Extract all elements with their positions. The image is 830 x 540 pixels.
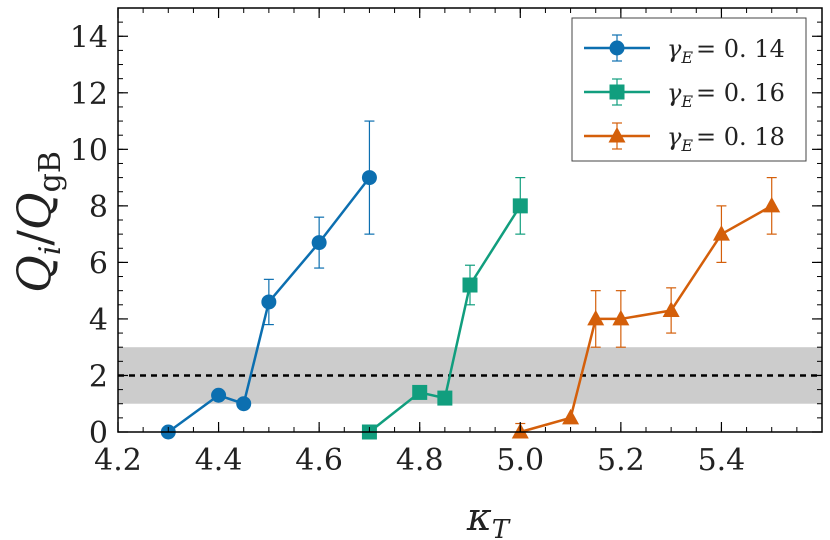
data-point: [211, 387, 227, 403]
series-2: [511, 177, 781, 439]
data-point: [437, 390, 453, 406]
y-tick-label: 6: [89, 246, 108, 281]
y-tick-label: 4: [89, 303, 108, 338]
legend-entry-2: γE = 0. 18: [584, 122, 785, 155]
y-axis-title-text: Qi/QgB: [7, 151, 68, 293]
legend-label: γE = 0. 18: [667, 123, 785, 155]
legend-entry-1: γE = 0. 16: [584, 78, 785, 111]
data-point: [763, 196, 781, 213]
y-tick-label: 14: [70, 20, 108, 55]
x-tick-label: 5.4: [698, 443, 746, 478]
series-layer: [160, 120, 781, 440]
data-point: [236, 396, 252, 412]
y-tick-label: 8: [89, 190, 108, 225]
data-point: [462, 277, 478, 293]
data-point: [412, 384, 428, 400]
legend-marker: [608, 127, 626, 143]
y-tick-label: 12: [70, 77, 108, 112]
legend-label-gamma: γ: [667, 123, 682, 151]
x-tick-label: 4.8: [396, 443, 444, 478]
x-tick-label: 4.4: [195, 443, 243, 478]
x-axis-title-main: κ: [466, 495, 492, 539]
series-0: [160, 120, 377, 440]
legend-marker: [609, 84, 625, 100]
y-axis-title-slash: /: [7, 230, 61, 246]
x-tick-label: 4.6: [295, 443, 343, 478]
legend-label-gamma: γ: [667, 35, 682, 63]
series-1: [361, 177, 528, 440]
legend-label-value: = 0. 14: [696, 35, 785, 63]
data-point: [261, 294, 277, 310]
legend-label: γE = 0. 16: [667, 79, 785, 111]
legend-label-gamma: γ: [667, 79, 682, 107]
data-point: [562, 408, 580, 425]
legend-label-value: = 0. 18: [696, 123, 785, 151]
y-tick-label: 2: [89, 359, 108, 394]
data-point: [587, 309, 605, 326]
data-point: [612, 309, 630, 326]
y-axis-title-q: Q: [7, 255, 61, 293]
tick-layer: 4.2 4.4 4.6 4.8 5.0 5.2 5.4 0 2 4 6 8 10 12 14: [70, 7, 823, 478]
y-tick-label: 10: [70, 133, 108, 168]
data-point: [311, 235, 327, 251]
legend-label-value: = 0. 16: [696, 79, 785, 107]
data-point: [712, 225, 730, 241]
data-point: [662, 301, 680, 317]
x-axis-title-sub: T: [492, 515, 511, 540]
y-axis-title: Qi/QgB: [7, 151, 68, 293]
legend-label-sub: E: [680, 48, 693, 67]
y-axis-title-q2: Q: [7, 192, 61, 230]
x-tick-label: 5.0: [496, 443, 544, 478]
series-line: [167, 176, 371, 434]
y-axis-title-i: i: [33, 246, 68, 256]
y-axis-title-gb: gB: [33, 151, 68, 192]
data-point: [512, 198, 528, 214]
legend-label-sub: E: [680, 136, 693, 155]
legend-label: γE = 0. 14: [667, 35, 785, 67]
legend-marker: [609, 40, 625, 56]
x-axis-title: κT: [466, 495, 511, 540]
data-point: [361, 170, 377, 186]
reference-band-layer: [118, 347, 822, 404]
y-tick-label: 0: [89, 416, 108, 451]
legend-entry-0: γE = 0. 14: [584, 34, 785, 67]
x-tick-label: 4.2: [94, 443, 142, 478]
legend-label-sub: E: [680, 92, 693, 111]
x-tick-label: 5.2: [597, 443, 645, 478]
